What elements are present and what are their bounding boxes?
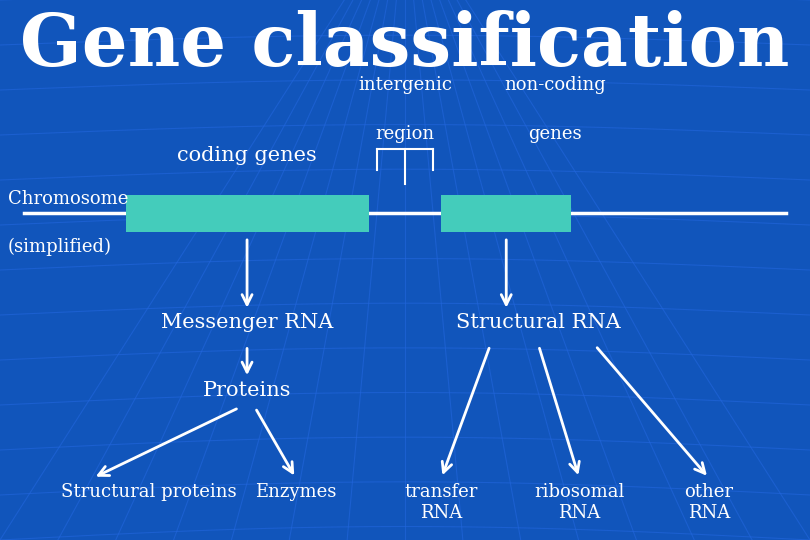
Text: intergenic: intergenic (358, 77, 452, 94)
Text: Messenger RNA: Messenger RNA (161, 313, 333, 332)
Text: transfer
RNA: transfer RNA (405, 483, 478, 522)
Text: Proteins: Proteins (202, 381, 292, 400)
Text: coding genes: coding genes (177, 146, 317, 165)
Text: other
RNA: other RNA (684, 483, 733, 522)
Text: Structural proteins: Structural proteins (61, 483, 237, 501)
Text: non-coding: non-coding (504, 77, 606, 94)
Text: Structural RNA: Structural RNA (456, 313, 621, 332)
Text: genes: genes (528, 125, 582, 143)
Text: (simplified): (simplified) (8, 238, 112, 256)
Bar (126, 195, 369, 232)
Text: ribosomal
RNA: ribosomal RNA (534, 483, 625, 522)
Text: Chromosome: Chromosome (8, 190, 129, 208)
Bar (441, 195, 571, 232)
Text: Enzymes: Enzymes (255, 483, 336, 501)
Text: region: region (376, 125, 434, 143)
Text: Gene classification: Gene classification (20, 10, 790, 82)
